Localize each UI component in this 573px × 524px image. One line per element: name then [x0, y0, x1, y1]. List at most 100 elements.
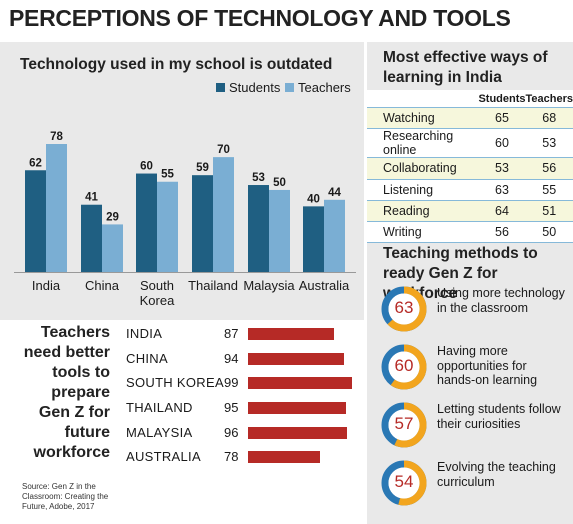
ring-center	[388, 409, 420, 441]
tools-country: INDIA	[126, 326, 163, 341]
ring-value: 60	[394, 356, 414, 375]
ring-arc	[381, 344, 427, 390]
bar-teachers-china	[102, 224, 123, 272]
table-row: Researching online 60 53	[367, 128, 573, 159]
bar-teachers-india	[46, 144, 67, 272]
tools-bar-track	[248, 352, 353, 365]
tools-list: INDIA 87 CHINA 94 SOUTH KOREA 99 THAILAND 95 MAL…	[124, 322, 356, 470]
learning-table: Students Teachers Watching 65 68 Researchin…	[367, 90, 573, 244]
method-cell: Reading	[367, 199, 479, 223]
tools-value: 87	[224, 326, 239, 341]
percent-ring	[381, 402, 427, 448]
tools-bar	[248, 328, 334, 340]
bar-teachers-south-korea	[157, 181, 178, 272]
tools-country: MALAYSIA	[126, 424, 193, 440]
category-label: South Korea	[140, 278, 175, 308]
category-label: China	[85, 278, 120, 293]
legend-swatch-students	[216, 83, 225, 92]
table-header-teachers: Teachers	[525, 90, 573, 108]
tools-bar	[248, 377, 352, 390]
bar-value-label: 29	[106, 211, 119, 223]
students-cell: 60	[478, 128, 526, 159]
teaching-method-item: 57 Letting students follow their curiosit…	[380, 401, 570, 451]
bar-value-label: 55	[161, 169, 174, 181]
bar-value-label: 59	[196, 162, 209, 174]
tools-country: SOUTH KOREA	[126, 375, 224, 391]
method-label: Letting students follow their curiositie…	[437, 402, 561, 431]
category-label: Malaysia	[243, 278, 295, 293]
tools-value: 99	[224, 375, 239, 391]
teaching-method-item: 60 Having more opportunities for hands-on…	[380, 343, 570, 393]
table-header-method	[367, 90, 479, 108]
table-row: Listening 63 55	[367, 178, 573, 201]
bar-teachers-thailand	[213, 157, 234, 272]
bar-students-south-korea	[136, 173, 157, 272]
tools-bar	[248, 352, 344, 365]
method-label: Evolving the teaching curriculum	[437, 460, 556, 489]
method-label: Having more opportunities for hands-on l…	[437, 344, 538, 387]
tools-bar-track	[248, 426, 353, 439]
ring-center	[388, 467, 420, 499]
ring-arc	[381, 286, 427, 332]
bar-value-label: 40	[307, 193, 320, 205]
learning-table-title: Most effective ways of learning in India	[383, 49, 548, 86]
source-note: Source: Gen Z in the Classroom: Creating…	[22, 482, 109, 511]
bar-value-label: 78	[50, 131, 63, 143]
method-cell: Researching online	[367, 128, 479, 159]
percent-ring	[381, 344, 427, 390]
main-title: PERCEPTIONS OF TECHNOLOGY AND TOOLS	[9, 5, 511, 31]
tools-bar-track	[248, 328, 353, 340]
ring-value: 54	[394, 472, 414, 491]
teachers-cell: 53	[525, 128, 573, 159]
bar-value-label: 62	[29, 157, 42, 169]
outdated-chart-title: Technology used in my school is outdated	[20, 56, 333, 73]
teachers-cell: 55	[525, 178, 573, 201]
method-cell: Collaborating	[367, 157, 479, 180]
tools-value: 96	[224, 424, 239, 440]
teaching-method-item: 54 Evolving the teaching curriculum	[380, 459, 570, 509]
students-cell: 53	[478, 157, 526, 180]
category-label: Thailand	[188, 278, 238, 293]
bar-value-label: 41	[85, 192, 98, 204]
percent-ring	[381, 286, 427, 332]
tools-value: 95	[224, 400, 239, 416]
table-row: Reading 64 51	[367, 199, 573, 223]
bar-students-china	[81, 204, 102, 272]
bar-teachers-australia	[324, 199, 345, 272]
tools-row: CHINA 94	[124, 347, 356, 372]
tools-country: CHINA	[126, 350, 168, 366]
bar-students-australia	[303, 206, 324, 272]
tools-value: 78	[224, 449, 239, 465]
ring-value: 63	[394, 298, 414, 317]
ring-value: 57	[394, 414, 414, 433]
table-row: Collaborating 53 56	[367, 157, 573, 180]
percent-ring	[381, 460, 427, 506]
bar-students-thailand	[192, 175, 213, 272]
ring-center	[388, 351, 420, 383]
table-row: Watching 65 68	[367, 106, 573, 130]
teachers-cell: 51	[525, 199, 573, 223]
bar-value-label: 70	[217, 144, 230, 156]
teachers-cell: 56	[525, 157, 573, 180]
bar-value-label: 50	[273, 177, 286, 189]
bar-teachers-malaysia	[269, 189, 290, 272]
teachers-cell: 68	[525, 106, 573, 130]
tools-bar-track	[248, 377, 353, 390]
tools-bar	[248, 426, 347, 439]
students-cell: 65	[478, 106, 526, 130]
method-cell: Listening	[367, 178, 479, 201]
students-cell: 56	[478, 221, 526, 244]
table-header-students: Students	[478, 90, 526, 108]
legend-swatch-teachers	[285, 83, 294, 92]
tools-bar	[248, 402, 346, 415]
tools-country: AUSTRALIA	[126, 449, 201, 465]
students-cell: 63	[478, 178, 526, 201]
tools-bar	[248, 451, 320, 464]
table-row: Writing 56 50	[367, 221, 573, 244]
ring-center	[388, 293, 420, 325]
legend-label-students: Students	[229, 80, 281, 95]
tools-row: SOUTH KOREA 99	[124, 371, 356, 396]
bar-value-label: 60	[140, 161, 153, 173]
teaching-method-item: 63 Using more technology in the classroom	[380, 285, 570, 335]
bar-students-india	[25, 170, 46, 272]
